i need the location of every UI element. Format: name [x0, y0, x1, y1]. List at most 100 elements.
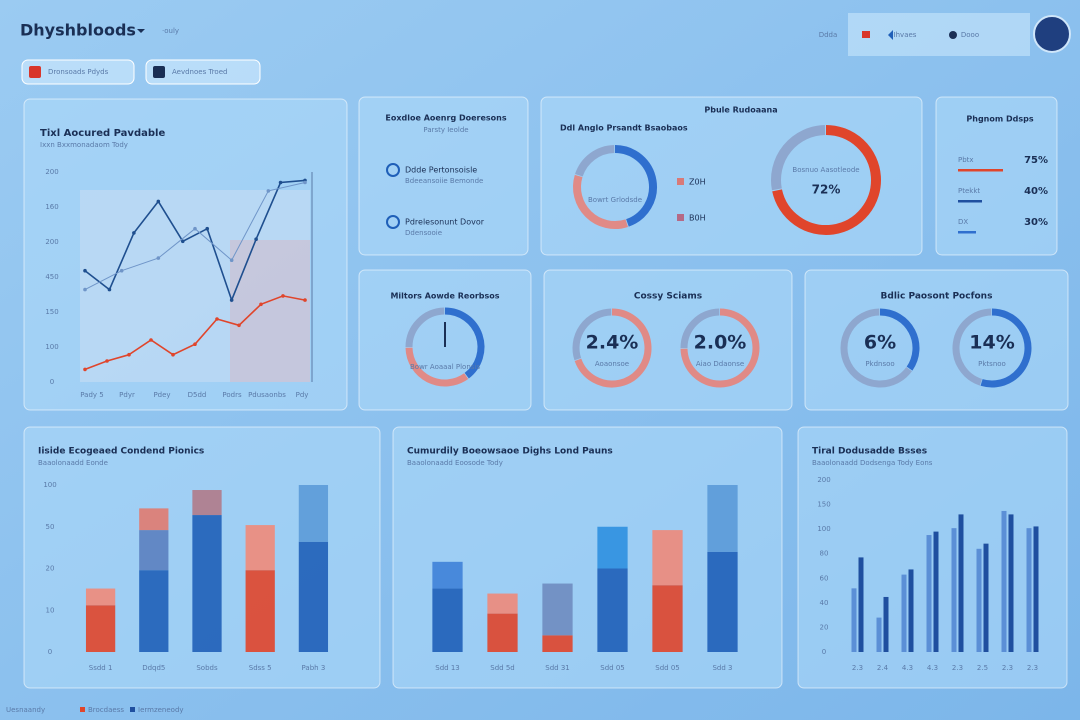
item-note: Ddensooie [405, 229, 442, 237]
donut-segment [980, 308, 1032, 388]
panel-subtitle: Parsty Ieolde [423, 126, 468, 134]
donut-segment [444, 307, 485, 379]
donut-segment [680, 308, 720, 349]
bar [1008, 514, 1014, 652]
donut-segment [879, 308, 920, 371]
line-point [180, 239, 185, 244]
x-tick-label: Ddqd5 [142, 664, 165, 672]
panel-title: Cossy Sciams [634, 292, 702, 302]
y-tick-label: 20 [820, 623, 829, 631]
bar-segment [542, 583, 573, 636]
legend-label: Z0H [689, 178, 706, 187]
bar-segment [542, 635, 573, 652]
bar [908, 569, 914, 652]
legend-swatch [80, 707, 85, 712]
line-point [215, 317, 219, 321]
line-point [278, 180, 283, 185]
x-tick-label: Sdd 05 [600, 664, 624, 672]
bar [858, 557, 864, 652]
tag: ·ouly [162, 27, 179, 35]
donut-caption: Pktsnoo [978, 360, 1006, 368]
y-tick-label: 100 [817, 525, 830, 533]
avatar[interactable] [1033, 15, 1071, 53]
bar-segment [298, 485, 329, 542]
bar-segment [432, 561, 463, 589]
y-tick-label: 80 [820, 550, 829, 558]
panel-title: Cumurdily Boeowsaoe Dighs Lond Pauns [407, 447, 613, 457]
nav-icon [862, 31, 870, 38]
x-tick-label: Pdy [296, 391, 309, 399]
bar-segment [192, 490, 222, 516]
bar [901, 574, 907, 652]
item-label: Pdrelesonunt Dovor [405, 218, 485, 227]
nav-icon [949, 31, 957, 39]
bar [1026, 528, 1032, 652]
donut-caption: Aiao Ddaonse [696, 360, 744, 368]
legend-label: B0H [689, 214, 706, 223]
line-point [281, 294, 285, 298]
button[interactable] [21, 59, 135, 85]
bar [926, 535, 932, 652]
bar-segment [707, 551, 738, 652]
progress-bar [958, 200, 982, 203]
line-point [132, 231, 136, 235]
panel [935, 96, 1058, 256]
line-point [193, 226, 197, 231]
item-icon [386, 163, 400, 177]
panel-subtitle: Baaolonaadd Eoosode Tody [407, 459, 503, 467]
x-tick-label: 2.5 [977, 664, 988, 672]
x-tick-label: Sdd 31 [545, 664, 569, 672]
bar [851, 588, 857, 652]
y-tick-label: 60 [820, 574, 829, 582]
panel [358, 96, 529, 256]
x-tick-label: Pdusaonbs [248, 391, 286, 399]
x-tick-label: 4.3 [902, 664, 913, 672]
y-tick-label: 0 [822, 648, 826, 656]
y-tick-label: 200 [45, 238, 58, 246]
bar [883, 596, 889, 652]
legend-swatch [677, 214, 684, 221]
bar-segment [139, 570, 169, 652]
button[interactable] [145, 59, 261, 85]
line-point [83, 287, 87, 292]
legend-label: Brocdaess [88, 706, 124, 714]
bar-segment [85, 588, 116, 606]
donut-center: 2.0% [694, 332, 747, 354]
panel [540, 96, 923, 256]
donut-caption: Bosnuo Aasotleode [792, 166, 859, 174]
button-icon [153, 66, 165, 78]
bar-segment [298, 541, 329, 652]
row-value: 75% [1024, 155, 1048, 166]
line-point [83, 367, 87, 372]
line-point [254, 237, 258, 241]
row-label: Ptekkt [958, 187, 980, 195]
line-point [156, 256, 161, 260]
panel [797, 426, 1068, 689]
bar [983, 543, 989, 652]
panel [543, 269, 793, 411]
plot-shade [80, 190, 310, 382]
donut-caption: Aoaonsoe [595, 360, 629, 368]
line-point [205, 226, 210, 231]
y-tick-label: 200 [817, 476, 830, 484]
donut-center: 14% [969, 332, 1014, 354]
line-point [229, 258, 234, 263]
bar-segment [192, 515, 222, 652]
progress-bar [958, 169, 1003, 172]
y-tick-label: 20 [46, 565, 55, 573]
button-label: Aevdnoes Troed [172, 68, 227, 76]
panel-title: Pbule Rudoaana [704, 106, 777, 115]
x-tick-label: Sdss 5 [249, 664, 272, 672]
line-point [259, 302, 263, 307]
legend-swatch [130, 707, 135, 712]
line-series [84, 179, 306, 303]
donut-segment [575, 145, 615, 177]
x-tick-label: D5dd [188, 391, 207, 399]
bar-segment [139, 508, 169, 531]
bar [958, 514, 964, 652]
button-label: Dronsoads Pdyds [48, 68, 109, 76]
line-point [237, 323, 241, 328]
bar [876, 617, 882, 652]
bar-segment [245, 570, 275, 652]
